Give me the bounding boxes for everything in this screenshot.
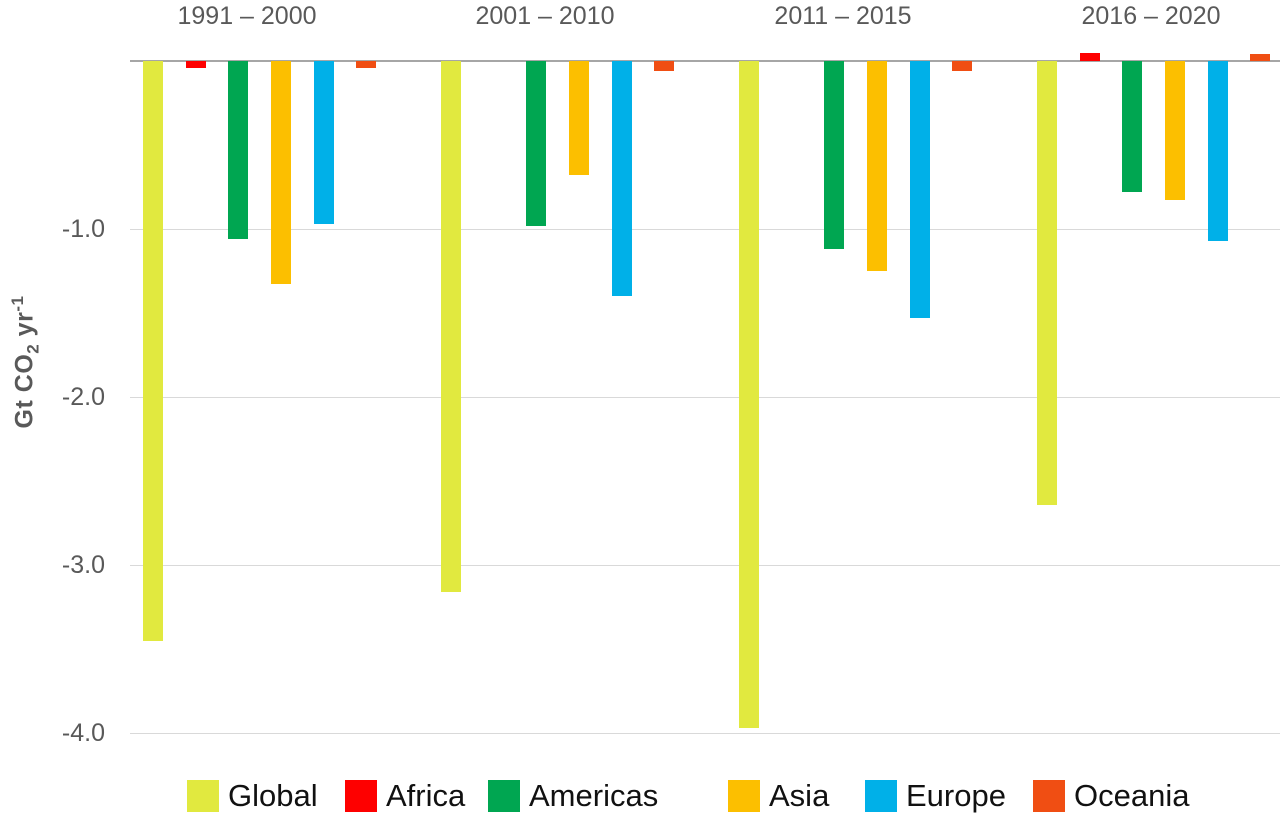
y-tick-label: -3.0 [61,551,105,579]
bar-americas-2011-2015 [824,61,845,250]
legend-swatch-global [187,780,219,812]
legend-item-asia: Asia [728,778,830,813]
legend-swatch-oceania [1033,780,1065,812]
legend-swatch-asia [728,780,760,812]
bar-asia-2011-2015 [867,61,887,271]
legend-item-oceania: Oceania [1033,778,1190,813]
y-tick-label: -1.0 [61,215,105,243]
gridline--3.0 [130,565,1280,566]
legend-label: Global [228,778,318,813]
legend-item-global: Global [187,778,318,813]
legend-label: Europe [906,778,1006,813]
legend-swatch-americas [488,780,520,812]
y-tick-label: -2.0 [61,383,105,411]
bar-oceania-1991-2000 [356,61,377,68]
bar-global-2011-2015 [739,61,759,728]
bar-oceania-2001-2010 [654,61,675,72]
bar-global-2016-2020 [1037,61,1057,505]
bar-asia-2001-2010 [569,61,589,176]
y-axis-title: Gt CO2 yr-1 [8,295,43,429]
x-axis-group-label: 2011 – 2015 [774,2,912,30]
legend-item-africa: Africa [345,778,466,813]
legend-label: Africa [386,778,466,813]
bar-americas-2001-2010 [526,61,547,226]
legend-item-europe: Europe [865,778,1006,813]
legend-label: Asia [769,778,830,813]
gridline--4.0 [130,733,1280,734]
bar-americas-1991-2000 [228,61,249,240]
legend-swatch-europe [865,780,897,812]
x-axis-group-label: 1991 – 2000 [177,2,317,30]
bar-oceania-2016-2020 [1250,54,1271,61]
x-axis-group-label: 2016 – 2020 [1081,2,1221,30]
gridline--2.0 [130,397,1280,398]
bar-africa-1991-2000 [185,61,206,68]
bar-europe-2011-2015 [909,61,930,318]
gridline--1.0 [130,229,1280,230]
bar-global-1991-2000 [143,61,163,641]
legend-swatch-africa [345,780,377,812]
bar-oceania-2011-2015 [952,61,973,72]
bar-asia-1991-2000 [271,61,291,285]
bar-americas-2016-2020 [1122,61,1143,192]
bar-asia-2016-2020 [1165,61,1185,201]
x-axis-line [130,60,1280,62]
bar-europe-1991-2000 [313,61,334,224]
bar-europe-2001-2010 [611,61,632,297]
bar-africa-2016-2020 [1079,52,1100,61]
y-tick-label: -4.0 [61,719,105,747]
legend-item-americas: Americas [488,778,659,813]
bar-global-2001-2010 [441,61,461,592]
bar-europe-2016-2020 [1207,61,1228,241]
x-axis-group-label: 2001 – 2010 [475,2,615,30]
legend-label: Oceania [1074,778,1190,813]
legend-label: Americas [529,778,659,813]
